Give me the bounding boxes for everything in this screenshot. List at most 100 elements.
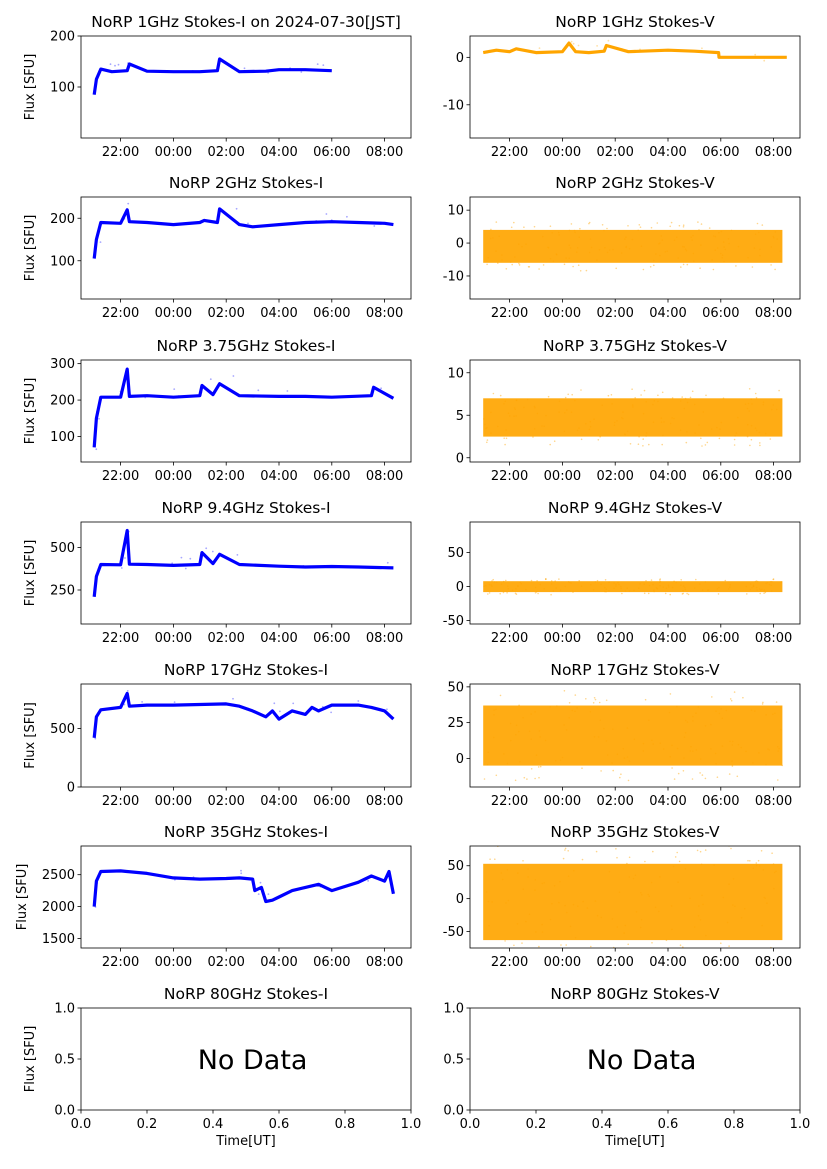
scatter-point [729,586,731,588]
scatter-point [744,403,747,406]
y-axis-label: Flux [SFU] [15,864,30,931]
scatter-point [683,736,686,738]
scatter-point [486,263,488,266]
outlier-point [114,64,116,67]
axes-frame [469,359,801,463]
x-tick-label: 02:00 [207,145,244,160]
axes-frame [80,196,412,300]
scatter-point [612,769,614,772]
y-tick-label: 100 [50,254,75,269]
x-tick-label: 06:00 [702,469,739,484]
x-tick-label: 0.4 [203,1117,224,1132]
outlier-point [96,882,99,884]
scatter-point [774,268,776,271]
scatter-point [633,589,635,592]
scatter-point [623,433,626,435]
outlier-point [321,705,324,708]
scatter-point [527,266,530,268]
y-tick-label: -50 [443,925,464,940]
scatter-point [662,748,665,750]
scatter-point [755,397,758,399]
scatter-point [492,392,495,395]
scatter-point [538,268,540,270]
scatter-point [563,263,566,266]
scatter-point [679,429,682,432]
x-tick-label: 02:00 [596,631,633,646]
scatter-point [716,588,719,590]
scatter-point [718,586,720,589]
scatter-point [554,759,557,762]
scatter-point [577,905,579,907]
scatter-point [502,580,505,583]
outlier-point [127,62,129,64]
subplot-13: 0.0 0.5 1.0 0.0 0.2 0.4 0.6 0.8 1.0 NoRP 80GHz St… [443,985,810,1149]
scatter-point [580,438,583,441]
scatter-point [600,916,603,919]
scatter-point [573,229,576,232]
scatter-point [695,578,697,581]
scatter-point [701,894,703,897]
scatter-point [491,901,494,903]
scatter-point [586,907,589,909]
scatter-point [514,256,516,258]
scatter-point [755,429,758,432]
scatter-point [671,928,673,931]
plot-area [92,869,395,908]
series-line [92,528,394,597]
scatter-point [544,578,547,580]
scatter-point [750,424,753,427]
scatter-point [656,587,659,590]
scatter-point [779,250,782,252]
scatter-point [566,409,568,411]
scatter-point [604,246,606,249]
scatter-point [689,897,691,900]
scatter-point [628,247,631,250]
scatter-point [645,580,647,582]
scatter-point [663,421,665,423]
scatter-point [682,263,685,266]
x-tick-label: 04:00 [649,469,686,484]
scatter-point [628,590,631,592]
scatter-point [693,587,696,589]
x-tick-label: 00:00 [155,145,192,160]
scatter-point [714,249,717,251]
outlier-point [240,872,243,875]
scatter-point [572,591,574,593]
x-tick-label: 22:00 [491,631,528,646]
outlier-point [109,63,112,66]
scatter-point [556,705,558,707]
scatter-point [515,733,517,736]
subplot-6: 250 500 22:00 00:00 02:00 04:00 06:00 08:00 NoRP… [23,499,412,646]
x-tick-label: 0.4 [592,1117,613,1132]
y-tick-label: 200 [50,394,75,409]
scatter-point [645,401,647,403]
scatter-point [533,405,536,408]
scatter-point [731,740,734,743]
scatter-point [727,238,730,240]
scatter-point [640,918,643,921]
y-tick-label: 1.0 [54,1002,75,1017]
subplot-title: NoRP 2GHz Stokes-V [555,174,715,192]
scatter-point [654,906,657,909]
scatter-point [652,403,654,406]
scatter-point [578,427,580,429]
scatter-point [547,247,550,249]
scatter-point [762,403,765,406]
scatter-point [549,257,552,260]
y-tick-label: 100 [50,430,75,445]
subplot-2: 100 200 22:00 00:00 02:00 04:00 06:00 08:00 NoRP… [23,174,412,321]
x-tick-label: 0.2 [526,1117,547,1132]
scatter-point [545,578,547,580]
x-tick-label: 22:00 [102,469,139,484]
scatter-point [732,878,735,880]
scatter-point [704,581,707,583]
scatter-point [644,860,646,863]
scatter-point [662,434,664,437]
scatter-point [721,256,723,259]
scatter-point [772,404,775,406]
scatter-point [749,583,752,585]
scatter-point [720,421,723,424]
scatter-point [723,246,725,248]
scatter-point [659,581,661,583]
scatter-point [490,432,492,435]
